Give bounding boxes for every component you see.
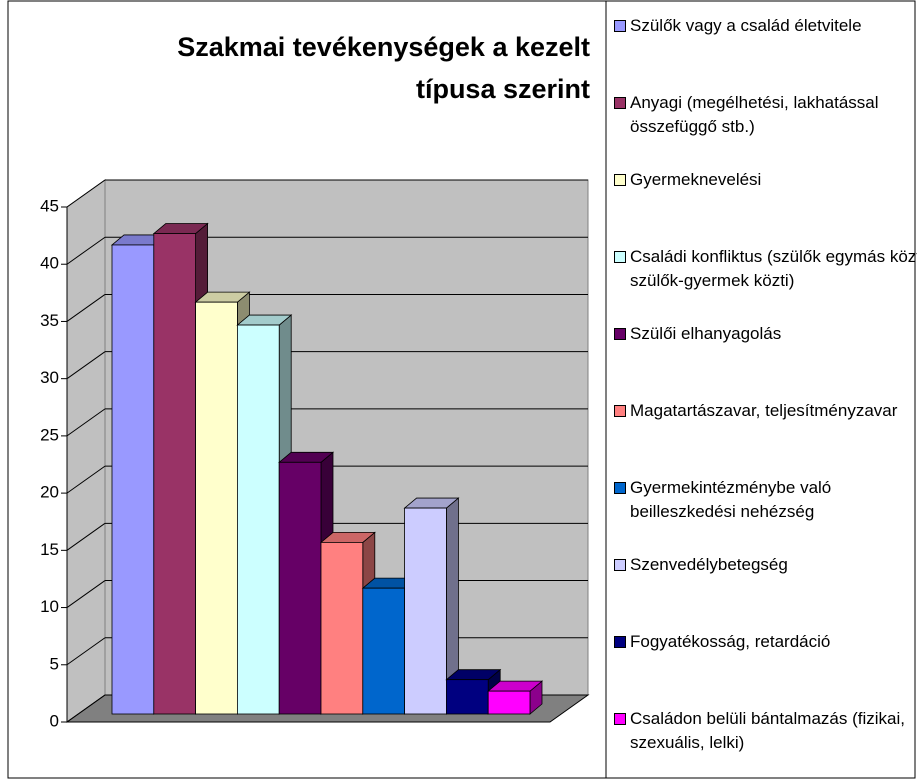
bar (153, 233, 197, 715)
legend-swatch (614, 20, 626, 32)
grid-line (66, 351, 106, 380)
side-wall (66, 179, 106, 723)
y-tick-label: 45 (40, 196, 59, 215)
grid-line (66, 236, 106, 265)
legend-entry: Gyermeknevelési (612, 168, 917, 192)
legend-swatch (614, 482, 626, 494)
legend-swatch (614, 97, 626, 109)
legend-entry: Gyermekintézménybe való beilleszkedési n… (612, 476, 917, 524)
grid-line (66, 408, 106, 437)
legend-entry: Magatartászavar, teljesítményzavar (612, 399, 917, 423)
grid-line (66, 294, 106, 322)
legend-swatch (614, 328, 626, 340)
legend-label: Szülők vagy a család életvitele (630, 16, 862, 35)
y-tick-label: 15 (40, 540, 59, 559)
bar (487, 690, 531, 715)
legend-swatch (614, 174, 626, 186)
y-tick-label: 20 (40, 483, 59, 502)
legend-label: Anyagi (megélhetési, lakhatással összefü… (630, 93, 879, 136)
bar (195, 301, 238, 715)
y-tick-label: 35 (40, 311, 59, 330)
bar (111, 244, 155, 715)
bar (320, 542, 364, 715)
grid-line (66, 694, 106, 723)
legend-swatch (614, 636, 626, 648)
bar (362, 587, 405, 715)
legend-label: Családi konfliktus (szülők egymás közti,… (630, 247, 917, 290)
y-tick-label: 30 (40, 368, 59, 387)
legend-entry: Családon belüli bántalmazás (fizikai, sz… (612, 707, 917, 755)
legend-label: Gyermeknevelési (630, 170, 762, 189)
legend-entry: Fogyatékosság, retardáció (612, 630, 917, 654)
legend-swatch (614, 559, 626, 571)
legend-entry: Szülői elhanyagolás (612, 322, 917, 346)
y-tick-label: 40 (40, 254, 59, 273)
grid-line (66, 580, 106, 608)
legend-entry: Családi konfliktus (szülők egymás közti,… (612, 245, 917, 293)
grid-line (66, 637, 106, 666)
y-tick-label: 25 (40, 425, 59, 444)
legend-label: Szenvedélybetegség (630, 555, 788, 574)
y-tick-label: 10 (40, 597, 59, 616)
grid-line (66, 179, 106, 208)
y-tick-label: 5 (50, 654, 59, 673)
legend-entry: Anyagi (megélhetési, lakhatással összefü… (612, 91, 917, 139)
legend-label: Magatartászavar, teljesítményzavar (630, 401, 898, 420)
bar (404, 507, 447, 715)
legend-entry: Szenvedélybetegség (612, 553, 917, 577)
legend-label: Szülői elhanyagolás (630, 324, 782, 343)
bar (236, 324, 280, 715)
legend-label: Fogyatékosság, retardáció (630, 632, 831, 651)
legend-label: Gyermekintézménybe való beilleszkedési n… (630, 478, 832, 521)
bar (445, 679, 489, 715)
legend-swatch (614, 251, 626, 263)
y-tick-label: 0 (50, 711, 59, 730)
chart-title: Szakmai tevékenységek a kezelt típusa sz… (177, 32, 590, 104)
legend-entry: Szülők vagy a család életvitele (612, 14, 917, 38)
grid-line (66, 522, 106, 551)
grid-line (66, 465, 106, 494)
chart-border (7, 0, 916, 779)
legend-swatch (614, 405, 626, 417)
legend-label: Családon belüli bántalmazás (fizikai, sz… (630, 709, 905, 752)
legend-swatch (614, 713, 626, 725)
bar (278, 461, 322, 715)
